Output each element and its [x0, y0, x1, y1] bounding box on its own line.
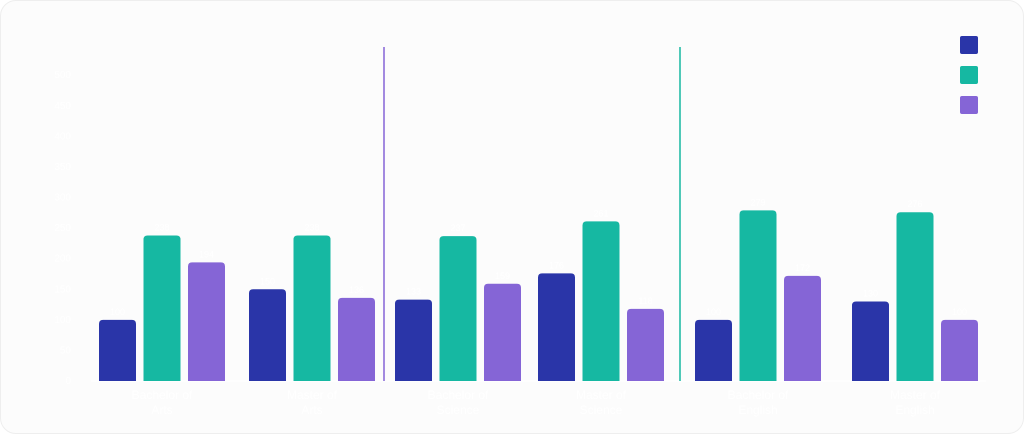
- x-tick-label: Master of: [890, 388, 941, 402]
- legend-swatch: [960, 96, 978, 114]
- x-tick-label: Master of: [287, 388, 338, 402]
- y-tick-label: 50: [60, 345, 72, 356]
- bar: [941, 319, 978, 381]
- data-label: 100: [110, 307, 125, 317]
- y-tick-label: 0: [65, 376, 71, 387]
- data-label: 279: [750, 197, 765, 207]
- data-label: 237: [450, 223, 465, 233]
- x-tick-label: English: [738, 403, 777, 417]
- bar: [852, 301, 889, 381]
- bar: [627, 308, 664, 381]
- y-tick-label: 200: [54, 254, 71, 265]
- data-label: 136: [349, 285, 364, 295]
- data-label: 261: [593, 208, 608, 218]
- x-tick-label: Science: [437, 403, 480, 417]
- bar: [695, 319, 732, 381]
- data-label: 150: [260, 276, 275, 286]
- legend-swatch: [960, 36, 978, 54]
- bar: [99, 319, 136, 381]
- y-tick-label: 100: [54, 315, 71, 326]
- x-tick-label: Arts: [301, 403, 322, 417]
- data-label: 159: [495, 271, 510, 281]
- x-tick-label: Science: [580, 403, 623, 417]
- y-tick-label: 300: [54, 193, 71, 204]
- data-label: 172: [795, 263, 810, 273]
- data-label: 276: [907, 199, 922, 209]
- x-tick-label: Master of: [576, 388, 627, 402]
- bar: [143, 235, 181, 381]
- x-tick-label: Bachelor of: [132, 388, 193, 402]
- bar: [439, 236, 477, 381]
- data-label: 238: [304, 222, 319, 232]
- x-tick-label: Arts: [151, 403, 172, 417]
- data-label: 133: [406, 287, 421, 297]
- bar: [338, 297, 375, 381]
- y-tick-label: 350: [54, 162, 71, 173]
- y-tick-label: 150: [54, 284, 71, 295]
- bar: [896, 212, 934, 381]
- data-label: 100: [706, 307, 721, 317]
- x-tick-label: Bachelor of: [728, 388, 789, 402]
- y-tick-label: 500: [54, 70, 71, 81]
- data-label: 176: [549, 260, 564, 270]
- bar: [249, 289, 286, 381]
- bar: [582, 221, 620, 381]
- bar: [739, 210, 777, 381]
- x-tick-label: Bachelor of: [428, 388, 489, 402]
- y-tick-label: 400: [54, 131, 71, 142]
- bar: [784, 275, 821, 381]
- data-label: 118: [638, 296, 652, 306]
- data-label: 100: [952, 307, 967, 317]
- data-label: 238: [154, 222, 169, 232]
- y-tick-label: 250: [54, 223, 71, 234]
- bar: [293, 235, 331, 381]
- bar: [188, 262, 225, 381]
- y-tick-label: 450: [54, 101, 71, 112]
- data-label: 130: [863, 289, 878, 299]
- x-tick-label: English: [895, 403, 934, 417]
- bar: [484, 283, 521, 381]
- legend-swatch: [960, 66, 978, 84]
- bar: [395, 299, 432, 381]
- bar: [538, 273, 575, 381]
- data-label: 194: [199, 249, 214, 259]
